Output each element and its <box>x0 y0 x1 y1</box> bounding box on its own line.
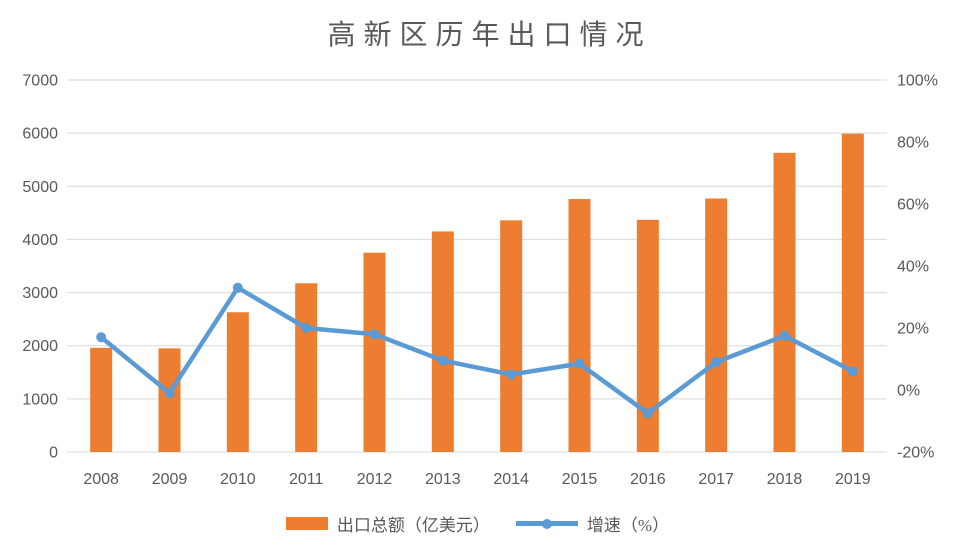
left-axis-tick-label: 2000 <box>22 338 58 355</box>
left-axis-tick-label: 5000 <box>22 179 58 196</box>
bar-2009 <box>158 348 181 452</box>
chart-title: 高新区历年出口情况 <box>327 20 652 51</box>
x-axis-label-2016: 2016 <box>630 471 666 488</box>
left-axis-tick-label: 0 <box>49 445 58 462</box>
left-axis-tick-label: 3000 <box>22 285 58 302</box>
line-marker-2011 <box>301 323 312 333</box>
legend-label-exports: 出口总额（亿美元） <box>336 516 490 535</box>
right-axis-tick-label: 20% <box>897 321 929 338</box>
x-axis-labels: 2008 2009 2010 2011 2012 2013 2014 2015 2016 2017… <box>83 471 870 488</box>
bar-2017 <box>705 198 728 452</box>
x-axis-label-2012: 2012 <box>357 471 393 488</box>
bar-series-swatch <box>285 517 328 530</box>
x-axis-label-2008: 2008 <box>83 471 119 488</box>
line-marker-2018 <box>779 330 790 341</box>
bar-2019 <box>841 133 864 452</box>
line-series-swatch <box>515 518 578 529</box>
left-axis-tick-label: 7000 <box>22 73 58 90</box>
bar-2008 <box>90 347 113 452</box>
right-axis-tick-label: 0% <box>897 383 920 400</box>
bar-2014 <box>500 220 523 452</box>
x-axis-label-2009: 2009 <box>152 471 188 488</box>
bar-2013 <box>431 231 454 452</box>
x-axis-label-2014: 2014 <box>493 471 529 488</box>
line-marker-2013 <box>437 355 448 366</box>
legend-label-growth: 增速（%） <box>586 516 670 535</box>
line-marker-dot <box>541 518 552 529</box>
x-axis-label-2017: 2017 <box>698 471 734 488</box>
line-marker-2012 <box>369 329 380 340</box>
bar-2012 <box>363 252 386 452</box>
x-axis-label-2018: 2018 <box>767 471 803 488</box>
right-axis-tick-label: 80% <box>897 135 929 152</box>
x-axis-label-2019: 2019 <box>835 471 871 488</box>
line-marker-2010 <box>232 282 243 293</box>
left-axis-tick-label: 1000 <box>22 391 58 408</box>
line-marker-2014 <box>506 369 517 380</box>
left-axis-labels: 0 1000 2000 3000 4000 5000 6000 7000 <box>22 73 58 462</box>
chart-legend: 出口总额（亿美元） 增速（%） <box>0 511 955 536</box>
line-marker-2009 <box>164 388 175 399</box>
bar-2010 <box>226 312 249 452</box>
right-axis-labels: -20% 0% 20% 40% 60% 80% 100% <box>897 73 938 462</box>
bar-2015 <box>568 199 591 452</box>
line-marker-2016 <box>642 408 653 419</box>
line-marker-2015 <box>574 358 585 369</box>
x-axis-label-2013: 2013 <box>425 471 461 488</box>
x-axis-label-2011: 2011 <box>289 471 324 488</box>
right-axis-tick-label: 60% <box>897 197 929 214</box>
legend-item-growth: 增速（%） <box>515 511 670 536</box>
right-axis-tick-label: 100% <box>897 73 938 90</box>
line-marker-2019 <box>847 366 858 377</box>
legend-item-exports: 出口总额（亿美元） <box>285 511 490 536</box>
line-series <box>96 282 858 419</box>
line-marker-2008 <box>96 332 107 343</box>
bar-2011 <box>295 283 318 452</box>
gridlines <box>67 79 887 453</box>
left-axis-tick-label: 4000 <box>22 232 58 249</box>
left-axis-tick-label: 6000 <box>22 126 58 143</box>
right-axis-tick-label: -20% <box>897 445 934 462</box>
line-marker-2017 <box>711 357 722 368</box>
bar-2016 <box>636 219 659 452</box>
right-axis-tick-label: 40% <box>897 259 929 276</box>
growth-line <box>98 285 856 416</box>
x-axis-label-2015: 2015 <box>562 471 598 488</box>
x-axis-label-2010: 2010 <box>220 471 256 488</box>
bar-2018 <box>773 152 796 452</box>
